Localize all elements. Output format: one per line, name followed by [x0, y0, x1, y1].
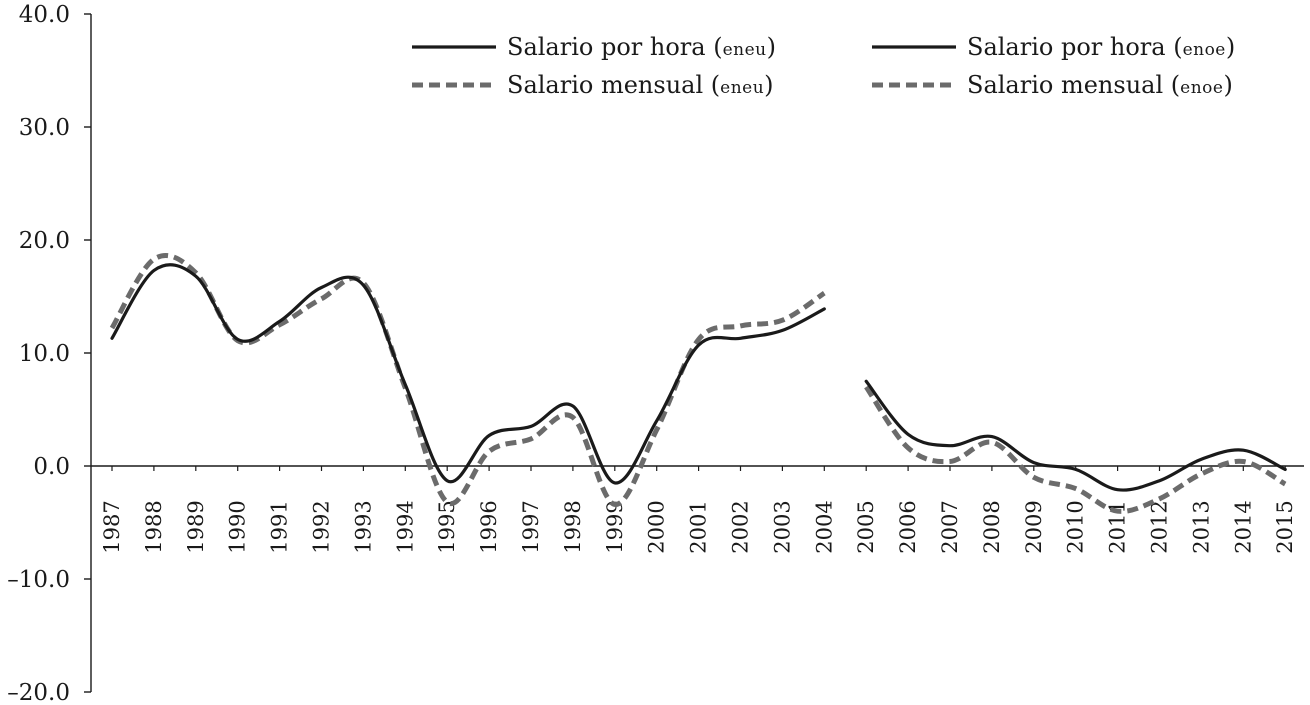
- legend-label-source: enoe: [1183, 40, 1226, 60]
- legend-item: Salario por hora (eneu): [412, 33, 776, 61]
- x-tick-label: 2006: [896, 500, 920, 553]
- x-tick-label: 1989: [184, 500, 208, 553]
- x-tick-label: 1995: [435, 500, 459, 553]
- x-tick-label: 2008: [980, 500, 1004, 553]
- legend-label-source: enoe: [1180, 78, 1223, 98]
- x-tick-label: 1998: [561, 500, 585, 553]
- x-tick-label: 1987: [100, 500, 124, 553]
- x-tick-label: 1990: [226, 500, 250, 553]
- chart-series: [109, 253, 1287, 514]
- x-tick-label: 2007: [938, 500, 962, 553]
- legend-label-source: eneu: [723, 40, 767, 60]
- legend-label-main: Salario mensual (: [507, 71, 720, 99]
- chart-legend: Salario por hora (eneu)Salario mensual (…: [412, 33, 1235, 99]
- x-tick-label: 2001: [687, 500, 711, 553]
- chart-axes: –20.0 –10.0 0.0 10.0 20.0 30.0 40.0 1987 1988 198…: [7, 2, 1304, 705]
- series-line-solid-enoe: [864, 379, 1287, 492]
- x-tick-label: 2015: [1273, 500, 1297, 553]
- x-tick-label: 2000: [645, 500, 669, 553]
- x-tick-label: 1991: [268, 500, 292, 553]
- x-tick-label: 1994: [393, 500, 417, 553]
- x-tick-label: 2002: [729, 500, 753, 553]
- x-tick-label: 1993: [351, 500, 375, 553]
- x-tick-label: 1997: [519, 500, 543, 553]
- y-tick-label: 40.0: [19, 2, 70, 28]
- x-tick-label: 1988: [142, 500, 166, 553]
- legend-item: Salario mensual (enoe): [872, 71, 1233, 99]
- x-tick-label: 2009: [1022, 500, 1046, 553]
- y-tick-label: 20.0: [19, 228, 70, 254]
- y-tick-label: 0.0: [33, 454, 70, 480]
- legend-label-close: ): [1226, 33, 1235, 61]
- series-line-solid-eneu: [110, 263, 826, 485]
- series-line-dashed-enoe: [864, 385, 1287, 514]
- x-tick-label: 2010: [1064, 500, 1088, 553]
- x-tick-label: 2013: [1189, 500, 1213, 553]
- legend-label-main: Salario mensual (: [967, 71, 1180, 99]
- legend-label: Salario por hora (enoe): [967, 33, 1235, 61]
- x-tick-label: 2004: [812, 500, 836, 553]
- legend-label: Salario mensual (eneu): [507, 71, 774, 99]
- y-tick-label: 10.0: [19, 341, 70, 367]
- x-tick-label: 1992: [310, 500, 334, 553]
- x-tick-label: 1996: [477, 500, 501, 553]
- legend-label-main: Salario por hora (: [967, 33, 1183, 61]
- y-tick-label: –10.0: [7, 567, 70, 593]
- legend-label: Salario mensual (enoe): [967, 71, 1233, 99]
- legend-label-main: Salario por hora (: [507, 33, 723, 61]
- x-tick-label: 2012: [1148, 500, 1172, 553]
- x-tick-label: 2003: [770, 500, 794, 553]
- legend-label: Salario por hora (eneu): [507, 33, 776, 61]
- y-tick-label: –20.0: [7, 680, 70, 705]
- legend-label-close: ): [764, 71, 773, 99]
- legend-label-close: ): [1223, 71, 1232, 99]
- x-tick-label: 2011: [1106, 500, 1130, 553]
- legend-item: Salario por hora (enoe): [872, 33, 1235, 61]
- y-tick-label: 30.0: [19, 115, 70, 141]
- legend-label-source: eneu: [720, 78, 764, 98]
- legend-item: Salario mensual (eneu): [412, 71, 774, 99]
- x-tick-label: 1999: [603, 500, 627, 553]
- x-tick-label: 2014: [1231, 500, 1255, 553]
- legend-label-close: ): [767, 33, 776, 61]
- x-tick-label: 2005: [854, 500, 878, 553]
